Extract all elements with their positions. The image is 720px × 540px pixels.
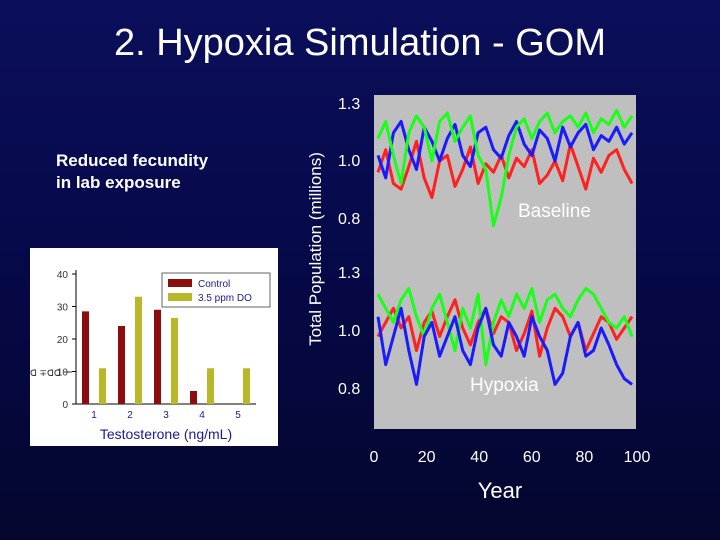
x-tick-label: 80 bbox=[576, 449, 594, 466]
series-line-0-2 bbox=[376, 108, 634, 228]
y-tick-label: 0.8 bbox=[338, 381, 360, 398]
caption-line-2: in lab exposure bbox=[56, 173, 181, 192]
inset-legend-box bbox=[161, 272, 271, 308]
x-axis-label: Year bbox=[478, 478, 522, 503]
inset-bar bbox=[135, 296, 142, 404]
series-line-1-2 bbox=[376, 306, 633, 386]
series-line-0-1 bbox=[376, 120, 634, 180]
inset-y-annotation: ꓷ ∓ꓷꓷ bbox=[30, 368, 61, 378]
inset-x-tick-label: 3 bbox=[163, 410, 169, 421]
inset-x-tick-label: 5 bbox=[235, 410, 241, 421]
x-tick-label: 60 bbox=[523, 449, 541, 466]
inset-x-tick-label: 1 bbox=[91, 410, 97, 421]
y-axis-label: Total Population (millions) bbox=[306, 152, 325, 346]
inset-x-tick-label: 2 bbox=[127, 410, 133, 421]
inset-legend-label: Control bbox=[198, 279, 230, 290]
inset-bar bbox=[207, 368, 214, 404]
inset-bar bbox=[190, 391, 197, 404]
reduced-fecundity-caption: Reduced fecundity in lab exposure bbox=[56, 150, 208, 194]
caption-line-1: Reduced fecundity bbox=[56, 151, 209, 170]
panel-label-baseline: Baseline bbox=[518, 201, 591, 222]
y-tick-label: 1.0 bbox=[338, 323, 360, 340]
series-line-1-0 bbox=[376, 298, 634, 358]
x-tick-label: 100 bbox=[624, 449, 651, 466]
inset-bar bbox=[243, 368, 250, 404]
y-tick-label: 1.0 bbox=[338, 153, 360, 170]
y-tick-label: 0.8 bbox=[338, 211, 360, 228]
inset-x-tick-label: 4 bbox=[199, 410, 205, 421]
x-tick-label: 0 bbox=[370, 449, 379, 466]
series-line-0-0 bbox=[376, 139, 634, 200]
inset-y-tick-label: 20 bbox=[57, 335, 69, 346]
x-tick-label: 40 bbox=[470, 449, 488, 466]
inset-bar bbox=[118, 326, 125, 404]
slide-title: 2. Hypoxia Simulation - GOM bbox=[113, 22, 607, 64]
x-tick-label: 20 bbox=[418, 449, 436, 466]
inset-legend-swatch bbox=[168, 293, 192, 301]
inset-y-tick-label: 10 bbox=[57, 368, 69, 379]
inset-legend-swatch bbox=[168, 279, 192, 287]
inset-bar bbox=[154, 309, 161, 404]
series-line-1-1 bbox=[376, 287, 634, 367]
inset-bar bbox=[99, 368, 106, 404]
inset-x-axis-label: Testosterone (ng/mL) bbox=[100, 426, 232, 442]
inset-y-tick-label: 30 bbox=[57, 303, 69, 314]
y-tick-label: 1.3 bbox=[338, 265, 360, 282]
inset-y-tick-label: 40 bbox=[57, 270, 69, 281]
y-tick-label: 1.3 bbox=[338, 96, 360, 113]
inset-bar bbox=[171, 317, 178, 404]
inset-legend-label: 3.5 ppm DO bbox=[198, 293, 252, 304]
inset-bar bbox=[82, 311, 89, 404]
panel-label-hypoxia: Hypoxia bbox=[470, 375, 539, 396]
inset-y-tick-label: 0 bbox=[62, 400, 68, 411]
